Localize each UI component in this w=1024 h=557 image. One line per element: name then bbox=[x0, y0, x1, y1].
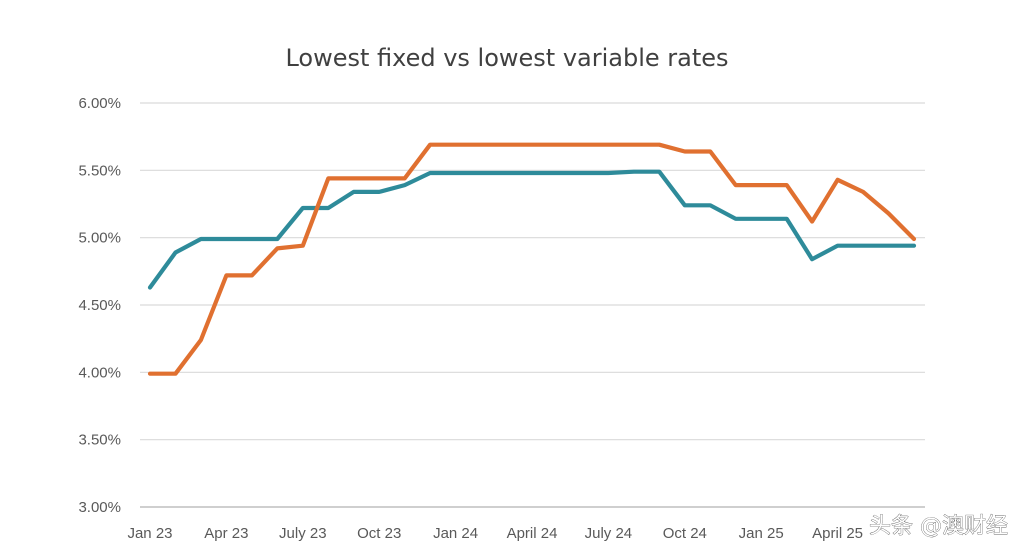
series-lines bbox=[147, 142, 917, 376]
y-tick-label: 4.50% bbox=[78, 297, 121, 314]
x-axis-ticks: Jan 23 Apr 23 July 23 Oct 23 Jan 24 April 24 J… bbox=[127, 525, 863, 542]
series-line-2 bbox=[147, 142, 917, 376]
x-tick-label: April 24 bbox=[507, 525, 558, 542]
x-tick-label: April 25 bbox=[812, 525, 863, 542]
y-tick-label: 4.00% bbox=[78, 364, 121, 381]
x-tick-label: Jan 24 bbox=[433, 525, 478, 542]
x-tick-label: July 24 bbox=[585, 525, 633, 542]
gridlines bbox=[140, 102, 925, 508]
watermark-text: 头条 @澳财经 bbox=[869, 514, 1008, 539]
x-tick-label: Apr 23 bbox=[204, 525, 248, 542]
chart-title: Lowest fixed vs lowest variable rates bbox=[285, 44, 728, 72]
x-tick-label: Oct 24 bbox=[663, 525, 707, 542]
y-tick-label: 5.00% bbox=[78, 230, 121, 247]
y-tick-label: 6.00% bbox=[78, 95, 121, 112]
x-tick-label: Jan 25 bbox=[739, 525, 784, 542]
y-tick-label: 5.50% bbox=[78, 162, 121, 179]
y-axis-ticks: 6.00% 5.50% 5.00% 4.50% 4.00% 3.50% 3.00% bbox=[78, 95, 121, 516]
x-tick-label: Jan 23 bbox=[127, 525, 172, 542]
x-tick-label: July 23 bbox=[279, 525, 327, 542]
x-tick-label: Oct 23 bbox=[357, 525, 401, 542]
y-tick-label: 3.50% bbox=[78, 432, 121, 449]
y-tick-label: 3.00% bbox=[78, 499, 121, 516]
series-line-1 bbox=[147, 169, 917, 290]
